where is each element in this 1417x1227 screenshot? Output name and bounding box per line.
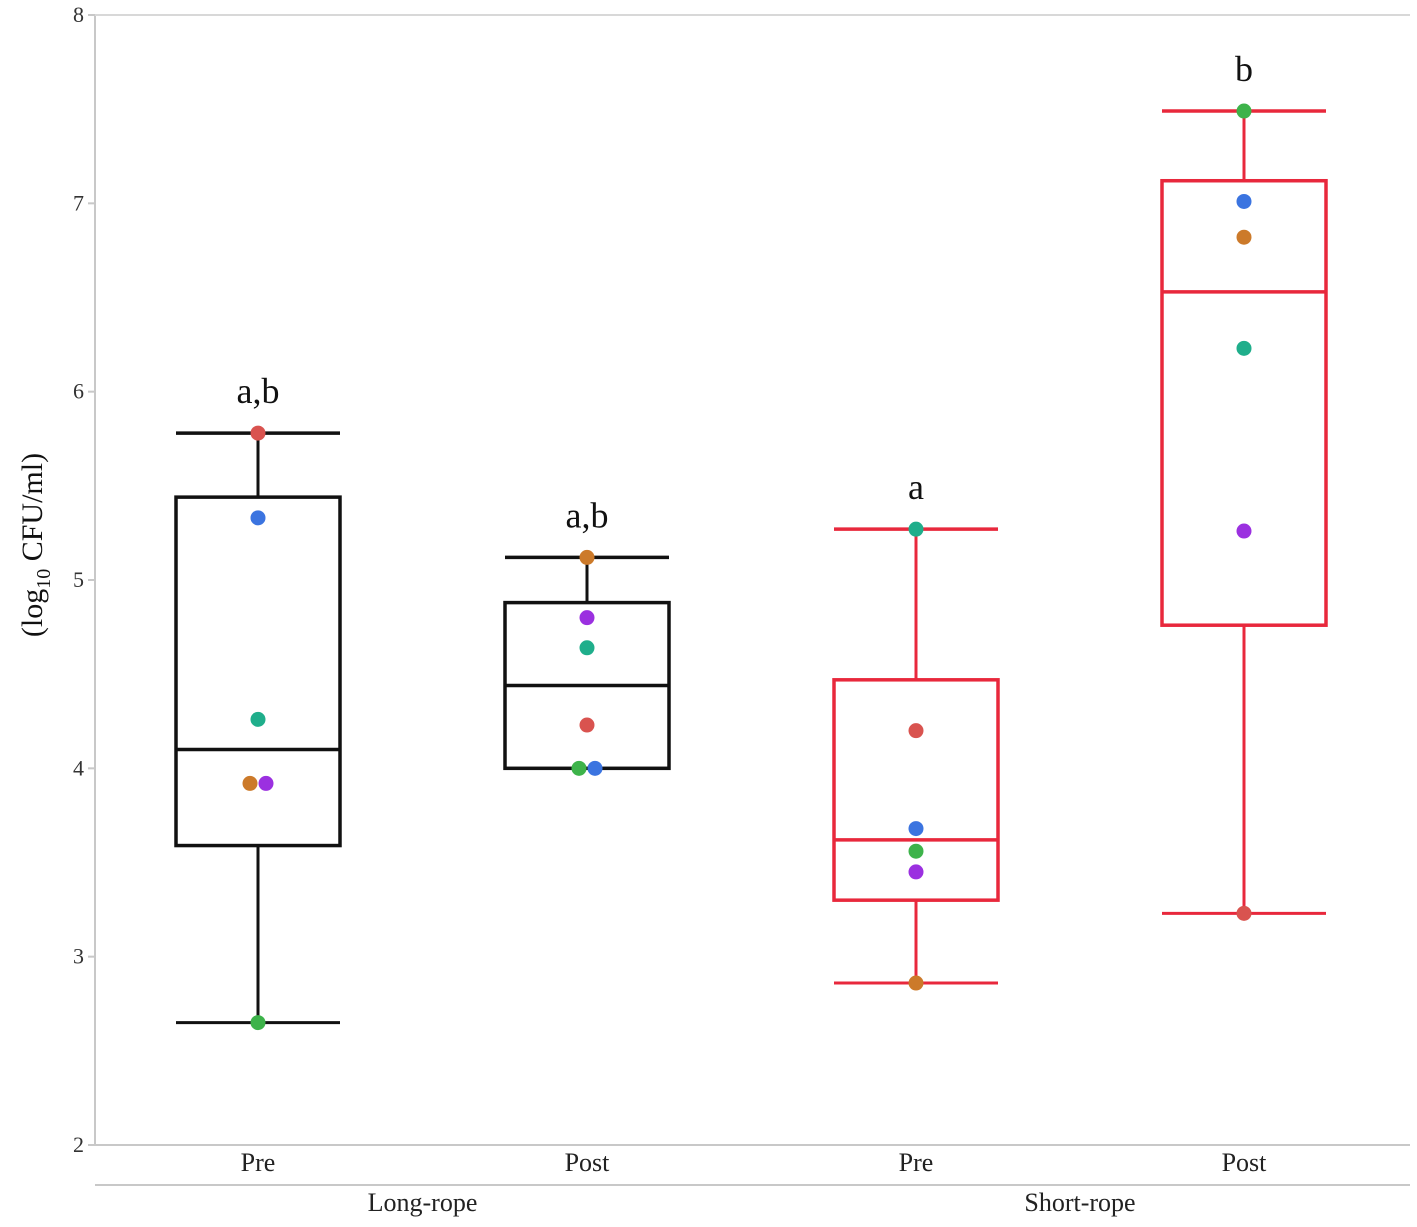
data-point xyxy=(579,610,595,626)
significance-label: a xyxy=(908,467,924,507)
y-tick-label: 2 xyxy=(73,1132,84,1157)
y-tick-label: 5 xyxy=(73,567,84,592)
box-series-group: a,b a,b a b xyxy=(174,49,1328,1031)
data-point xyxy=(1236,523,1252,539)
data-point xyxy=(579,640,595,656)
x-group-label: Short-rope xyxy=(1024,1188,1135,1217)
iqr-box xyxy=(832,678,1000,902)
x-category-label: Pre xyxy=(241,1148,276,1177)
data-point xyxy=(908,975,924,991)
data-point xyxy=(1236,103,1252,119)
box-post-long-rope: a,b xyxy=(503,495,671,776)
data-point xyxy=(908,864,924,880)
data-point xyxy=(579,717,595,733)
data-point xyxy=(258,775,274,791)
data-point xyxy=(242,775,258,791)
data-point xyxy=(250,711,266,727)
y-tick-label: 7 xyxy=(73,190,84,215)
data-point xyxy=(571,760,587,776)
x-axis-labels: Pre Post Pre Post Long-rope Short-rope xyxy=(241,1148,1268,1217)
x-category-label: Post xyxy=(1222,1148,1268,1177)
data-point xyxy=(587,760,603,776)
x-category-label: Post xyxy=(565,1148,611,1177)
iqr-box xyxy=(1160,178,1328,627)
data-point xyxy=(1236,340,1252,356)
y-tick-label: 6 xyxy=(73,379,84,404)
significance-label: a,b xyxy=(566,495,609,535)
data-point xyxy=(908,521,924,537)
data-point xyxy=(908,821,924,837)
data-point xyxy=(1236,905,1252,921)
significance-label: b xyxy=(1235,49,1253,89)
significance-label: a,b xyxy=(237,371,280,411)
data-point xyxy=(579,549,595,565)
x-category-label: Pre xyxy=(899,1148,934,1177)
iqr-box xyxy=(174,495,342,848)
y-axis-ticks: 2 3 4 5 6 7 8 xyxy=(73,2,95,1157)
data-point xyxy=(908,843,924,859)
y-tick-label: 4 xyxy=(73,755,84,780)
data-point xyxy=(908,723,924,739)
box-pre-short-rope: a xyxy=(832,467,1000,991)
data-point xyxy=(250,425,266,441)
y-tick-label: 3 xyxy=(73,944,84,969)
data-point xyxy=(1236,193,1252,209)
x-group-label: Long-rope xyxy=(368,1188,478,1217)
box-pre-long-rope: a,b xyxy=(174,371,342,1031)
data-point xyxy=(250,1015,266,1031)
data-point xyxy=(1236,229,1252,245)
data-point xyxy=(250,510,266,526)
box-post-short-rope: b xyxy=(1160,49,1328,921)
y-axis-title: (log10 CFU/ml) xyxy=(16,453,55,637)
y-tick-label: 8 xyxy=(73,2,84,27)
